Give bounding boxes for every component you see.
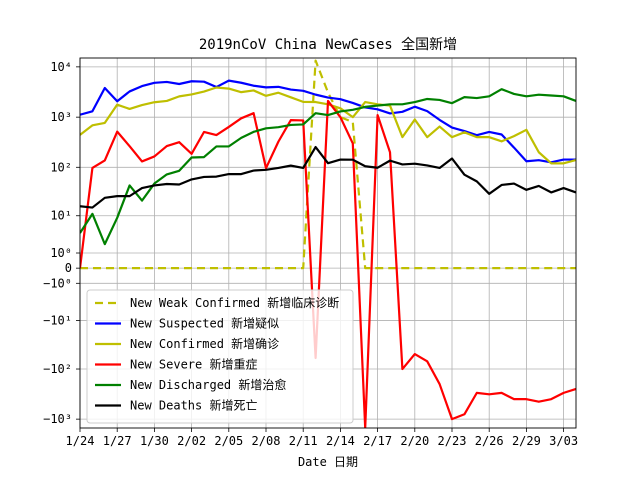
x-axis-label: Date 日期 [298,455,358,469]
legend-label-3: New Severe 新增重症 [130,357,257,372]
series-line-0 [80,59,576,270]
y-tick-label: 0 [65,261,72,275]
x-tick-label: 2/08 [252,434,281,448]
x-tick-label: 1/24 [66,434,95,448]
series-line-1 [80,79,576,164]
legend-label-0: New Weak Confirmed 新增临床诊断 [130,295,339,310]
axes-layer: 1/24 1/27 1/30 2/02 2/05 2/08 2/11 2/14 2/17 2/20… [43,57,578,448]
x-tick-label: 1/27 [103,434,132,448]
x-tick-label: 2/14 [326,434,355,448]
y-tick-label: 10¹ [50,209,72,223]
series-line-3 [80,99,576,428]
x-tick-label: 2/02 [177,434,206,448]
legend-label-4: New Discharged 新增治愈 [130,377,286,392]
series-line-5 [80,145,576,209]
legend-box [86,289,354,424]
y-tick-label: 10⁴ [50,60,72,74]
x-tick-label: 2/26 [475,434,504,448]
x-tick-label: 2/05 [214,434,243,448]
x-tick-label: 2/11 [289,434,318,448]
y-tick-label: 10³ [50,110,72,124]
series-layer [80,59,576,428]
legend: New Weak Confirmed 新增临床诊断 New Suspected 新… [86,289,354,424]
x-tick-label: 2/29 [512,434,541,448]
x-tick-label: 2/17 [363,434,392,448]
y-tick-label: −10³ [43,412,72,426]
y-tick-label: −10⁰ [43,276,72,290]
axes-frame [79,57,577,429]
y-tick-label: 10² [50,160,72,174]
chart-title: 2019nCoV China NewCases 全国新增 [199,36,457,53]
y-tick-label: −10¹ [43,314,72,328]
legend-label-2: New Confirmed 新增确诊 [130,336,279,351]
legend-label-5: New Deaths 新增死亡 [130,398,257,413]
x-tick-label: 3/03 [549,434,578,448]
x-tick-label: 1/30 [140,434,169,448]
legend-label-1: New Suspected 新增疑似 [130,316,279,331]
series-line-4 [80,88,576,246]
y-tick-label: −10² [43,362,72,376]
y-tick-label: 10⁰ [50,246,72,260]
x-tick-label: 2/20 [400,434,429,448]
x-tick-label: 2/23 [438,434,467,448]
